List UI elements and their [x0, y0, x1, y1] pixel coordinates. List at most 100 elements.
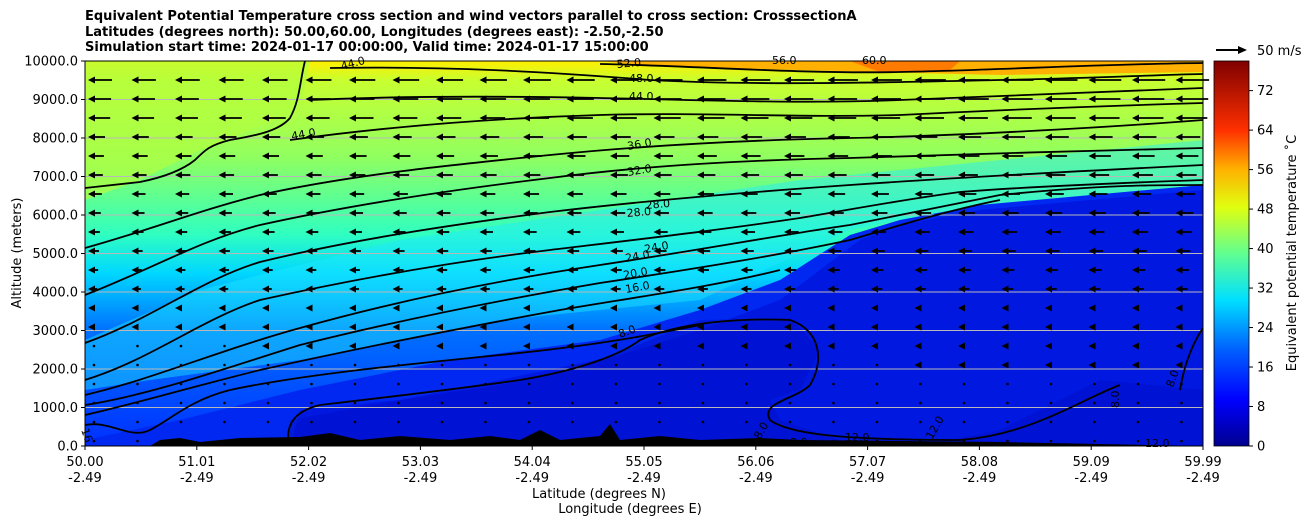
- wind-vector: [1088, 247, 1104, 255]
- wind-vector: [871, 95, 902, 103]
- wind-vector: [349, 285, 360, 293]
- colorbar-ticks: 0 8 16 24 32 40 48 56 64 72: [1249, 84, 1274, 455]
- wind-vector: [875, 363, 879, 367]
- wind-vector: [436, 95, 463, 103]
- wind-vector: [1006, 420, 1009, 424]
- wind-vector: [1001, 247, 1016, 255]
- contour-line: [85, 324, 701, 434]
- wind-vector: [523, 114, 550, 122]
- wind-vector: [436, 171, 453, 179]
- wind-vector: [1045, 133, 1069, 141]
- wind-vector: [131, 209, 145, 217]
- wind-vector: [262, 209, 276, 217]
- wind-vector: [827, 304, 835, 312]
- wind-vector: [175, 304, 182, 312]
- wind-vector: [614, 439, 618, 443]
- wind-vector: [919, 420, 922, 424]
- wind-vector: [784, 76, 815, 84]
- contour-line: [287, 318, 1121, 446]
- wind-vector: [218, 114, 242, 122]
- wind-vector: [914, 114, 945, 122]
- wind-vector: [653, 342, 661, 350]
- wind-vector: [740, 171, 760, 179]
- wind-vector: [175, 76, 200, 84]
- wind-vector: [958, 152, 980, 160]
- contour-label: 16.0: [624, 279, 650, 296]
- wind-vector: [1180, 382, 1183, 386]
- wind-vector: [479, 133, 500, 141]
- wind-vector: [479, 171, 497, 179]
- wind-vector: [131, 247, 143, 255]
- wind-vector: [1045, 304, 1052, 312]
- y-tick-label: 4000.0: [33, 286, 79, 301]
- wind-vector: [1088, 190, 1108, 198]
- contour-line: [85, 61, 306, 189]
- wind-vector: [740, 209, 757, 217]
- wind-vector: [484, 439, 487, 443]
- wind-vector: [958, 190, 977, 198]
- wind-vector: [566, 114, 593, 122]
- contour-line: [309, 87, 1203, 103]
- wind-vector: [914, 323, 922, 331]
- wind-vector: [131, 152, 148, 160]
- wind-vector: [788, 420, 792, 424]
- wind-vector: [523, 171, 541, 179]
- colorbar-label: Equivalent potential temperature ˚C: [1284, 135, 1300, 371]
- x-tick-label-longitude: -2.49: [1074, 471, 1108, 486]
- wind-vector: [1175, 95, 1209, 103]
- wind-vector: [1132, 247, 1147, 255]
- wind-vector: [745, 382, 748, 386]
- wind-vector: [392, 342, 400, 350]
- wind-vector: [523, 190, 540, 198]
- wind-vector: [658, 363, 661, 367]
- wind-vector: [527, 382, 531, 386]
- wind-vector: [566, 304, 574, 312]
- colorbar-tick-label: 0: [1257, 440, 1265, 455]
- chart-title: Equivalent Potential Temperature cross s…: [85, 9, 857, 55]
- wind-vector: [88, 171, 103, 179]
- wind-vector: [223, 420, 226, 424]
- wind-vector: [349, 114, 374, 122]
- wind-vector: [131, 95, 155, 103]
- wind-vector: [305, 133, 325, 141]
- wind-vector: [827, 342, 835, 350]
- colorbar-tick-label: 72: [1257, 84, 1274, 99]
- wind-vector: [871, 228, 887, 236]
- wind-vector: [131, 114, 155, 122]
- wind-vector: [1132, 76, 1166, 84]
- wind-vector: [349, 228, 362, 236]
- wind-vector: [1132, 209, 1150, 217]
- wind-vector: [740, 304, 748, 312]
- x-tick-label-latitude: 50.00: [66, 455, 103, 470]
- wind-vector: [1001, 171, 1022, 179]
- wind-vector: [1045, 361, 1052, 369]
- wind-vector: [479, 247, 492, 255]
- contour-line: [85, 164, 1203, 344]
- wind-vector: [349, 95, 375, 103]
- wind-vector: [571, 420, 574, 424]
- wind-vector: [1001, 361, 1009, 369]
- wind-vector: [1006, 401, 1009, 405]
- wind-vector: [131, 323, 139, 331]
- wind-vector: [397, 439, 400, 443]
- wind-vector: [262, 76, 288, 84]
- y-tick-label: 3000.0: [33, 324, 79, 339]
- contour-label: 8.0: [790, 436, 808, 449]
- wind-vector: [305, 285, 316, 293]
- x-tick-label-latitude: 54.04: [514, 455, 551, 470]
- contour-labels: 52.048.044.044.044.036.032.028.028.024.0…: [78, 54, 1182, 450]
- wind-vector: [871, 171, 891, 179]
- wind-vector: [305, 152, 323, 160]
- wind-vector: [305, 266, 317, 274]
- wind-vector: [566, 95, 594, 103]
- wind-vector: [566, 323, 574, 331]
- contour-label: 16: [78, 427, 95, 445]
- wind-vector: [1001, 323, 1009, 331]
- x-tick-label-longitude: -2.49: [180, 471, 214, 486]
- wind-vector: [697, 323, 704, 331]
- wind-vector: [92, 420, 96, 424]
- wind-vector: [262, 247, 274, 255]
- contour-line: [85, 179, 1203, 381]
- wind-vector: [136, 382, 139, 386]
- colorbar-tick-label: 56: [1257, 163, 1274, 178]
